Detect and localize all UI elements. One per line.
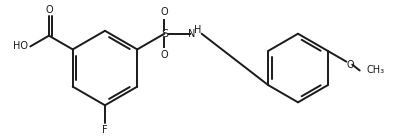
Text: O: O [346,60,353,70]
Text: O: O [45,5,53,15]
Text: O: O [160,50,168,60]
Text: H: H [194,25,201,35]
Text: S: S [160,29,168,39]
Text: F: F [102,125,107,135]
Text: N: N [188,29,195,39]
Text: CH₃: CH₃ [365,65,383,75]
Text: O: O [160,7,168,17]
Text: HO: HO [13,41,28,51]
